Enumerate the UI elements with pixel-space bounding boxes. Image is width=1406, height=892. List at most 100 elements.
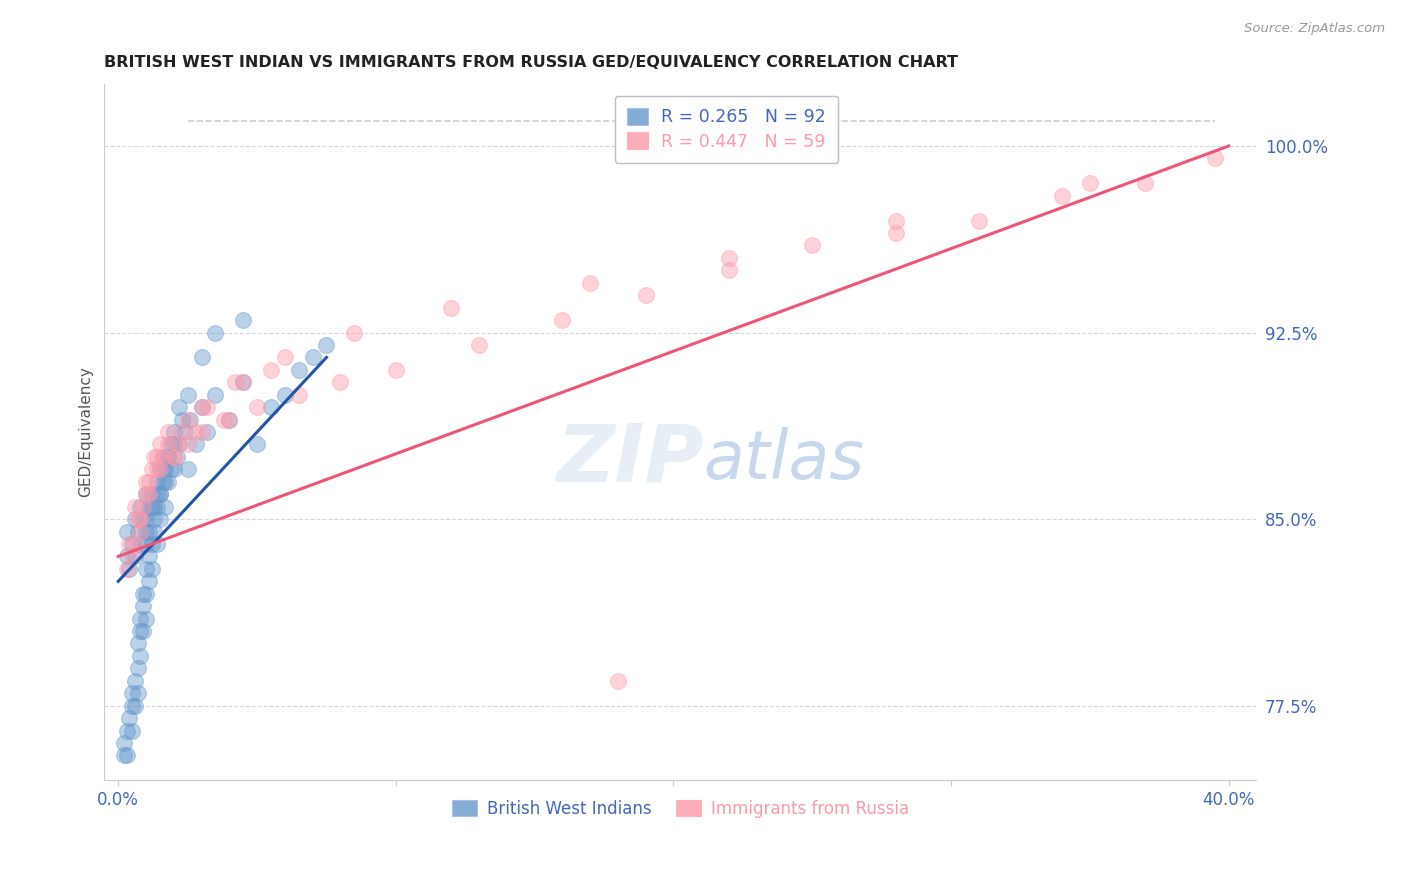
Point xyxy=(232,376,254,390)
Point xyxy=(124,500,146,514)
Point xyxy=(141,537,163,551)
Point xyxy=(232,376,254,390)
Point xyxy=(129,612,152,626)
Point xyxy=(172,425,194,439)
Point xyxy=(884,226,907,240)
Point xyxy=(163,450,186,464)
Point xyxy=(218,412,240,426)
Point xyxy=(135,537,157,551)
Point xyxy=(135,612,157,626)
Point xyxy=(149,462,172,476)
Point xyxy=(343,326,366,340)
Point xyxy=(143,512,166,526)
Point xyxy=(149,487,172,501)
Legend: British West Indians, Immigrants from Russia: British West Indians, Immigrants from Ru… xyxy=(444,793,915,824)
Point xyxy=(176,462,198,476)
Point xyxy=(260,363,283,377)
Point xyxy=(224,376,246,390)
Point xyxy=(152,475,174,489)
Point xyxy=(152,450,174,464)
Point xyxy=(190,425,212,439)
Point xyxy=(157,437,180,451)
Point xyxy=(634,288,657,302)
Point xyxy=(138,524,160,539)
Point xyxy=(112,736,135,750)
Point xyxy=(169,437,191,451)
Point xyxy=(141,487,163,501)
Point xyxy=(138,487,160,501)
Point xyxy=(115,562,138,576)
Point xyxy=(301,351,323,365)
Point xyxy=(212,412,235,426)
Point xyxy=(129,624,152,638)
Point xyxy=(141,562,163,576)
Point xyxy=(121,723,143,738)
Point xyxy=(115,723,138,738)
Point xyxy=(115,549,138,564)
Point xyxy=(138,500,160,514)
Point xyxy=(884,213,907,227)
Y-axis label: GED/Equivalency: GED/Equivalency xyxy=(79,367,93,498)
Point xyxy=(606,673,628,688)
Point xyxy=(121,549,143,564)
Point xyxy=(204,388,226,402)
Point xyxy=(146,450,169,464)
Point xyxy=(135,524,157,539)
Point xyxy=(801,238,824,252)
Point xyxy=(717,251,740,265)
Point xyxy=(121,698,143,713)
Point xyxy=(157,475,180,489)
Point xyxy=(468,338,491,352)
Point xyxy=(132,512,155,526)
Point xyxy=(149,437,172,451)
Point xyxy=(129,537,152,551)
Point xyxy=(141,500,163,514)
Point xyxy=(127,661,149,675)
Point xyxy=(138,475,160,489)
Text: atlas: atlas xyxy=(703,427,865,493)
Point xyxy=(232,313,254,327)
Point xyxy=(195,425,218,439)
Point xyxy=(717,263,740,277)
Point xyxy=(149,512,172,526)
Point xyxy=(163,437,186,451)
Point xyxy=(967,213,990,227)
Point xyxy=(129,648,152,663)
Point xyxy=(160,462,183,476)
Text: BRITISH WEST INDIAN VS IMMIGRANTS FROM RUSSIA GED/EQUIVALENCY CORRELATION CHART: BRITISH WEST INDIAN VS IMMIGRANTS FROM R… xyxy=(104,55,959,70)
Point xyxy=(163,425,186,439)
Point xyxy=(129,512,152,526)
Point xyxy=(127,636,149,650)
Point xyxy=(146,537,169,551)
Point xyxy=(385,363,408,377)
Point xyxy=(190,400,212,414)
Text: ZIP: ZIP xyxy=(555,421,703,499)
Point xyxy=(179,412,201,426)
Point xyxy=(124,512,146,526)
Point xyxy=(118,562,141,576)
Point xyxy=(135,475,157,489)
Point xyxy=(138,549,160,564)
Point xyxy=(143,450,166,464)
Point xyxy=(169,400,191,414)
Point xyxy=(152,462,174,476)
Point xyxy=(218,412,240,426)
Point xyxy=(155,462,177,476)
Point xyxy=(166,450,188,464)
Point xyxy=(141,462,163,476)
Point xyxy=(184,437,207,451)
Point xyxy=(190,351,212,365)
Point xyxy=(135,587,157,601)
Point xyxy=(129,524,152,539)
Point xyxy=(315,338,337,352)
Point xyxy=(118,711,141,725)
Point xyxy=(115,524,138,539)
Point xyxy=(152,450,174,464)
Point xyxy=(146,475,169,489)
Point xyxy=(124,673,146,688)
Point xyxy=(132,624,155,638)
Point xyxy=(124,537,146,551)
Point xyxy=(157,425,180,439)
Point xyxy=(287,388,309,402)
Point xyxy=(184,425,207,439)
